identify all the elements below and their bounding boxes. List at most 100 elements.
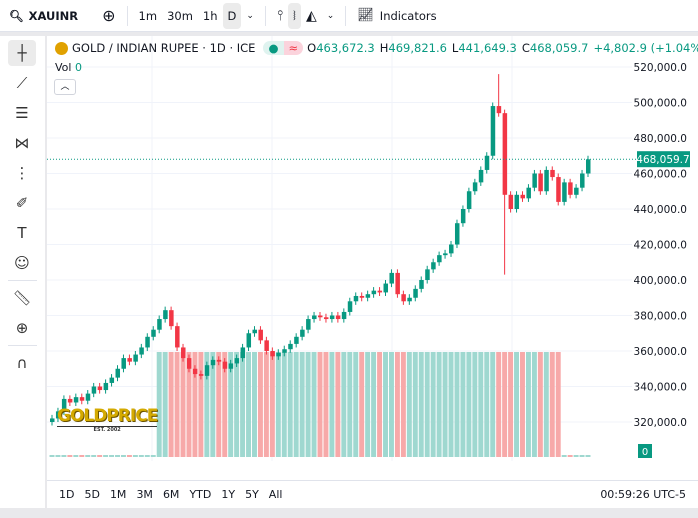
bars-icon[interactable]: ⫯: [276, 7, 284, 24]
candle-body: [377, 290, 383, 293]
indicators-button[interactable]: 📈︎ Indicators: [352, 3, 441, 29]
indicators-label: Indicators: [379, 8, 437, 23]
volume-bar: [305, 352, 311, 457]
close-value: 468,059.7: [529, 41, 589, 55]
fib-icon[interactable]: ☰: [15, 104, 29, 122]
chevron-down-icon[interactable]: ⌄: [326, 10, 335, 21]
range-3m[interactable]: 3M: [136, 488, 153, 501]
volume-bar: [496, 352, 502, 457]
brush-icon[interactable]: ✐: [15, 194, 29, 212]
pattern-icon[interactable]: ⋈: [14, 134, 30, 152]
interval-d[interactable]: D: [222, 2, 242, 29]
volume-bar: [484, 352, 490, 457]
compare-add-icon[interactable]: ⊕: [102, 6, 116, 25]
candle-body: [490, 106, 496, 156]
volume-bar: [228, 352, 234, 457]
volume-bar: [198, 352, 204, 457]
candle-body: [288, 343, 293, 350]
range-5y[interactable]: 5Y: [245, 488, 259, 501]
high-label: H: [379, 41, 389, 55]
low-label: L: [451, 41, 459, 55]
volume-bar: [502, 352, 508, 457]
volume-bar: [490, 352, 496, 457]
volume-badge-label: 0: [642, 447, 648, 458]
market-status-badge[interactable]: ●: [263, 41, 284, 55]
candle-body: [258, 329, 263, 341]
forecast-icon[interactable]: ⋮: [14, 164, 30, 182]
candle-body: [61, 398, 67, 412]
candle-body: [329, 315, 335, 320]
candle-body: [169, 310, 174, 327]
volume-bar: [323, 352, 329, 457]
crosshair-icon[interactable]: ┼: [8, 40, 36, 66]
volume-bar: [210, 352, 216, 457]
interval-30m[interactable]: 30m: [167, 8, 193, 23]
volume-bar: [359, 352, 365, 457]
candle-body: [443, 253, 448, 256]
volume-bar: [263, 352, 269, 457]
candle-body: [526, 187, 531, 199]
text-icon[interactable]: T: [17, 224, 27, 242]
chevron-down-icon[interactable]: ⌄: [246, 10, 254, 21]
candle-body: [419, 280, 424, 289]
trend-line-icon[interactable]: ⟋: [16, 74, 28, 92]
volume-bar: [85, 455, 91, 457]
candle-body: [246, 333, 252, 348]
volume-bar: [73, 455, 79, 457]
volume-bar: [281, 352, 287, 457]
interval-1h[interactable]: 1h: [202, 8, 218, 23]
collapse-legend-button[interactable]: ︿: [54, 79, 76, 95]
candle-body: [163, 310, 168, 320]
clock[interactable]: 00:59:26 UTC-5: [600, 488, 686, 501]
candle-body: [67, 398, 73, 403]
volume-bar: [454, 352, 460, 457]
candle-body: [431, 262, 436, 270]
ruler-icon[interactable]: 📏︎: [12, 289, 32, 307]
change-value: +4,802.9 (+1.04%): [593, 41, 698, 55]
symbol-search[interactable]: 🔍︎ XAUINR: [4, 3, 83, 29]
candle-body: [395, 272, 400, 295]
range-6m[interactable]: 6M: [162, 488, 180, 501]
emoji-icon[interactable]: ☺: [14, 254, 30, 272]
zoom-in-icon[interactable]: ⊕: [15, 319, 29, 337]
volume-bar: [246, 352, 252, 457]
interval-1m[interactable]: 1m: [138, 8, 158, 23]
open-label: O: [307, 41, 317, 55]
candle-body: [145, 336, 150, 348]
candle-body: [109, 377, 115, 383]
volume-bar: [531, 352, 537, 457]
candle-body: [282, 349, 287, 353]
range-1y[interactable]: 1Y: [221, 488, 236, 501]
volume-bar: [299, 352, 305, 457]
candle-body: [466, 191, 472, 209]
volume-bar: [353, 352, 359, 457]
range-5d[interactable]: 5D: [84, 488, 100, 501]
range-1m[interactable]: 1M: [109, 488, 127, 501]
candle-body: [115, 368, 121, 378]
volume-bar: [567, 455, 573, 457]
volume-bar: [317, 352, 323, 457]
area-chart-icon[interactable]: ◭: [305, 7, 317, 24]
volume-bar: [460, 352, 466, 457]
price-tick-label: 480,000.0: [634, 133, 687, 145]
volume-bar: [126, 455, 132, 457]
range-ytd[interactable]: YTD: [189, 488, 212, 501]
candle-body: [181, 347, 186, 359]
price-tick-label: 360,000.0: [634, 346, 687, 358]
volume-bar: [508, 352, 514, 457]
candle-body: [264, 340, 269, 351]
range-1d[interactable]: 1D: [59, 488, 75, 501]
price-chart[interactable]: 520,000.0 500,000.0 480,000.0 460,000.0 440,…: [47, 36, 698, 480]
volume-bar: [55, 455, 61, 457]
candle-body: [413, 288, 418, 298]
magnet-icon[interactable]: ∩: [16, 354, 28, 372]
candle-body: [216, 359, 222, 362]
volume-bar: [335, 352, 341, 457]
candle-body: [454, 223, 460, 245]
range-all[interactable]: All: [268, 488, 283, 501]
candle-body: [318, 315, 323, 318]
delayed-data-icon[interactable]: ≈: [283, 41, 304, 55]
candles-icon[interactable]: ⧘: [288, 2, 301, 29]
candle-body: [50, 418, 55, 422]
candle-body: [407, 297, 412, 302]
